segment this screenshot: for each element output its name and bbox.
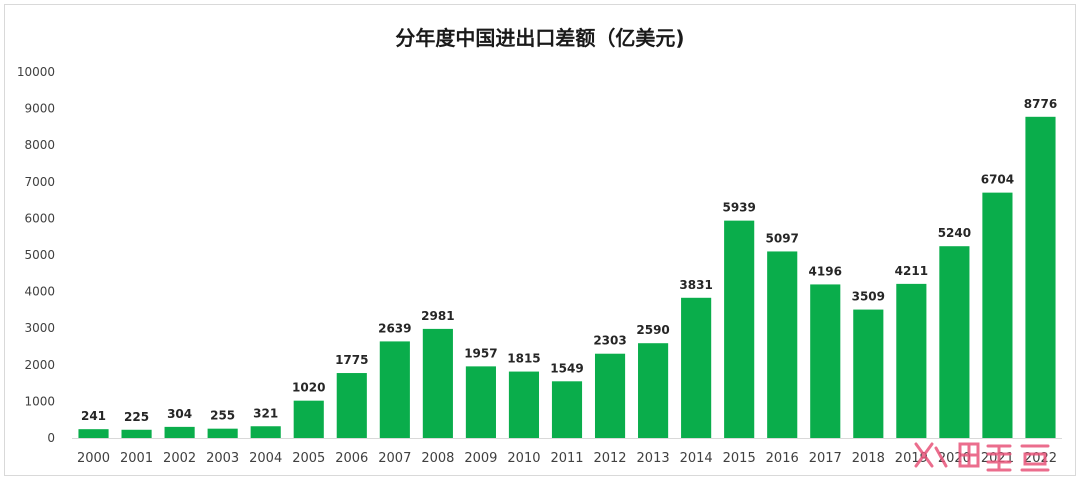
chart-title: 分年度中国进出口差额（亿美元) (395, 26, 685, 50)
data-label: 1775 (335, 353, 368, 367)
data-label: 5240 (938, 226, 971, 240)
y-tick-label: 1000 (24, 394, 55, 408)
bar (465, 366, 496, 438)
x-tick-label: 2005 (292, 451, 325, 466)
x-tick-label: 2004 (249, 451, 282, 466)
x-tick-label: 2017 (809, 451, 842, 466)
data-label: 2303 (593, 334, 626, 348)
bar (508, 371, 540, 438)
bar (638, 343, 669, 438)
x-tick-label: 2018 (852, 451, 885, 466)
bar (422, 328, 453, 438)
data-label: 225 (124, 410, 149, 424)
data-label: 1020 (292, 381, 325, 395)
data-label: 241 (81, 409, 106, 423)
x-tick-label: 2009 (464, 451, 497, 466)
x-tick-label: 2011 (550, 451, 583, 466)
bar (724, 220, 755, 438)
bar (594, 353, 626, 438)
data-label: 3831 (679, 278, 712, 292)
x-tick-label: 2015 (723, 451, 756, 466)
x-tick-label: 2008 (421, 451, 454, 466)
data-label: 1549 (550, 361, 583, 375)
y-tick-label: 9000 (24, 102, 55, 116)
y-tick-label: 6000 (24, 211, 55, 225)
data-label: 5939 (722, 201, 755, 215)
watermark-logo (914, 442, 1050, 472)
x-tick-label: 2000 (77, 451, 110, 466)
bar (896, 283, 927, 438)
bar (853, 309, 884, 438)
data-label: 304 (167, 407, 192, 421)
data-label: 3509 (852, 290, 885, 304)
y-tick-label: 2000 (24, 358, 55, 372)
bar (293, 400, 324, 438)
x-tick-label: 2002 (163, 451, 196, 466)
bar (939, 246, 970, 438)
bar (810, 284, 841, 438)
x-tick-label: 2001 (120, 451, 153, 466)
bar (250, 426, 281, 438)
x-tick-label: 2006 (335, 451, 368, 466)
bars: 241 225 304 255 321 1020 1775 2639 2981 1957 1815 1… (78, 97, 1057, 438)
y-tick-label: 4000 (24, 285, 55, 299)
data-label: 8776 (1024, 97, 1057, 111)
y-tick-label: 7000 (24, 175, 55, 189)
data-label: 5097 (766, 231, 799, 245)
y-axis: 0 1000 2000 3000 4000 5000 6000 7000 8000 9000 100… (17, 65, 55, 445)
bar (336, 373, 367, 438)
bar (121, 429, 152, 438)
bar (78, 429, 109, 438)
bar (551, 381, 583, 438)
y-tick-label: 3000 (24, 321, 55, 335)
data-label: 1957 (464, 346, 497, 360)
bar (1025, 116, 1056, 438)
bar (767, 251, 798, 438)
x-tick-label: 2012 (593, 451, 626, 466)
bar (681, 297, 712, 438)
bar (982, 192, 1013, 438)
data-label: 4211 (895, 264, 928, 278)
x-tick-label: 2014 (680, 451, 713, 466)
x-tick-label: 2013 (637, 451, 670, 466)
data-label: 4196 (809, 264, 842, 278)
data-label: 2590 (636, 323, 669, 337)
bar (164, 426, 195, 438)
data-label: 2639 (378, 321, 411, 335)
x-tick-label: 2003 (206, 451, 239, 466)
data-label: 321 (253, 406, 278, 420)
y-tick-label: 8000 (24, 138, 55, 152)
y-tick-label: 0 (47, 431, 55, 445)
data-label: 1815 (507, 352, 540, 366)
x-tick-label: 2016 (766, 451, 799, 466)
data-label: 2981 (421, 309, 454, 323)
y-tick-label: 10000 (17, 65, 55, 79)
y-tick-label: 5000 (24, 248, 55, 262)
data-label: 255 (210, 409, 235, 423)
bar (379, 341, 410, 438)
data-label: 6704 (981, 173, 1014, 187)
x-tick-label: 2010 (507, 451, 540, 466)
bar (207, 428, 238, 438)
x-tick-label: 2007 (378, 451, 411, 466)
